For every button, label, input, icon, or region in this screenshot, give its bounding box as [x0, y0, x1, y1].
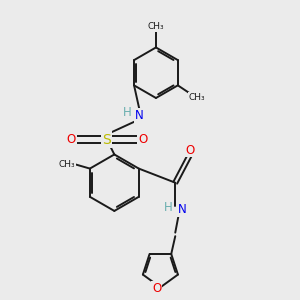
Text: H: H: [122, 106, 131, 119]
Text: O: O: [138, 133, 147, 146]
Text: CH₃: CH₃: [148, 22, 164, 31]
Text: S: S: [103, 133, 111, 147]
Text: CH₃: CH₃: [58, 160, 75, 169]
Text: O: O: [67, 133, 76, 146]
Text: CH₃: CH₃: [189, 93, 206, 102]
Text: N: N: [135, 109, 144, 122]
Text: O: O: [152, 282, 161, 295]
Text: H: H: [164, 201, 173, 214]
Text: O: O: [185, 143, 195, 157]
Text: N: N: [177, 203, 186, 216]
